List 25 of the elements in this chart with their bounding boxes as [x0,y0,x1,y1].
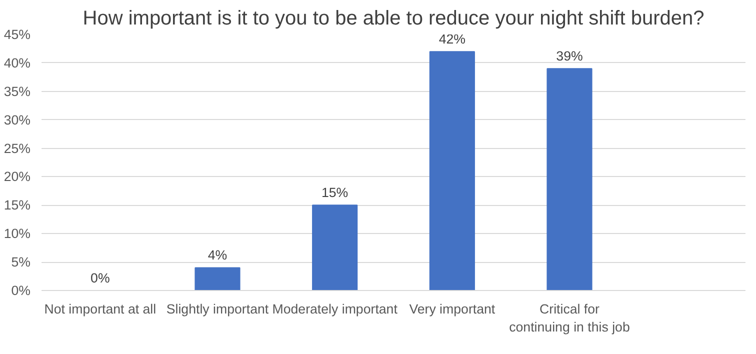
x-tick-label: Very important [409,302,496,316]
text: 15% [321,185,348,200]
x-tick-label: Moderately important [272,302,398,316]
bar [312,204,358,290]
y-tick-label: 0% [11,283,31,298]
bar [546,68,592,290]
y-tick-label: 45% [4,27,31,42]
text: 42% [438,32,466,47]
y-tick-label: 20% [4,169,31,184]
y-tick-label: 5% [11,254,31,270]
y-tick-label: 30% [4,112,31,128]
x-tick-label: Slightly important [166,302,269,316]
bar [429,51,475,290]
y-tick-label: 35% [4,84,31,99]
text: 0% [90,270,110,286]
y-tick-label: 10% [4,226,31,242]
text: 39% [556,48,583,64]
x-tick-label: Not important at all [44,302,156,316]
bar [194,267,240,290]
y-tick-label: 15% [4,198,31,213]
y-tick-label: 25% [4,140,31,156]
y-tick-label: 40% [4,55,31,70]
text: 4% [208,248,228,263]
chart-title: How important is it to you to be able to reduce your night shift burden? [82,8,704,30]
x-tick-label: Critical for continuing in this job [509,302,630,334]
